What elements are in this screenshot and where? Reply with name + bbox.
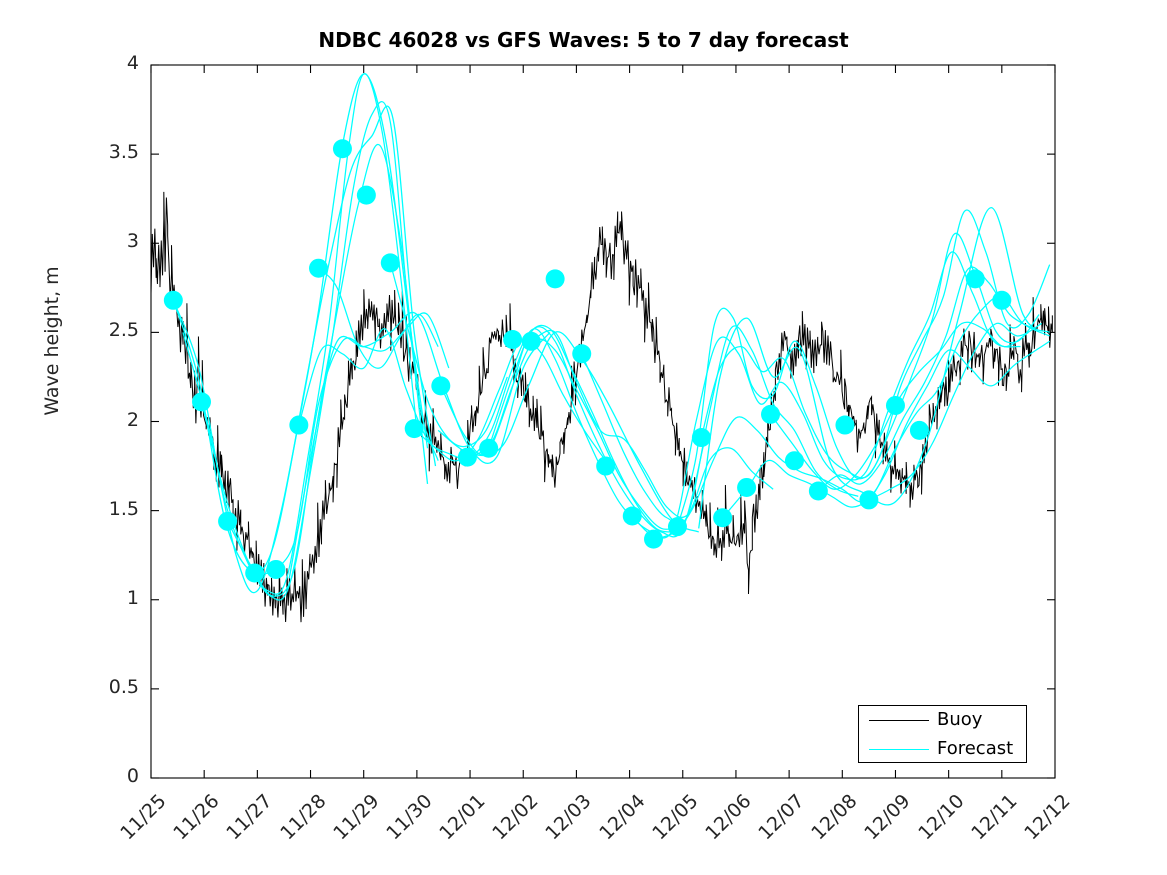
forecast-ensemble-line [817, 266, 1035, 492]
forecast-start-marker [965, 269, 985, 289]
forecast-series-line [172, 73, 429, 574]
marker-points-layer [163, 139, 1012, 583]
forecast-start-marker [332, 139, 352, 159]
forecast-start-marker [545, 269, 565, 289]
forecast-start-marker [808, 481, 828, 501]
forecast-start-marker [713, 508, 733, 528]
forecast-start-marker [737, 477, 757, 497]
forecast-start-marker [163, 290, 183, 310]
forecast-start-marker [218, 511, 238, 531]
forecast-start-marker [784, 451, 804, 471]
legend: Buoy Forecast [858, 705, 1027, 763]
y-tick-label: 0 [126, 765, 139, 787]
forecast-ensemble-line [467, 338, 683, 530]
y-tick-label: 0.5 [108, 675, 139, 698]
forecast-start-marker [992, 290, 1012, 310]
y-tick-label: 2 [126, 408, 139, 431]
forecast-start-marker [667, 517, 687, 537]
data-series-layer [150, 73, 1053, 623]
y-tick-label: 2.5 [108, 319, 139, 342]
legend-item-buoy: Buoy [859, 706, 1028, 735]
forecast-start-marker [289, 415, 309, 435]
y-tick-label: 1 [126, 586, 139, 609]
forecast-ensemble-line [700, 232, 1040, 479]
forecast-start-marker [885, 395, 905, 415]
y-tick-label: 3 [126, 230, 139, 253]
forecast-series-line [288, 311, 551, 579]
forecast-ensemble-line [631, 251, 1021, 539]
forecast-start-marker [691, 428, 711, 448]
forecast-start-marker [572, 344, 592, 364]
forecast-ensemble-line [254, 312, 450, 575]
forecast-start-marker [503, 330, 523, 349]
forecast-start-marker [761, 404, 781, 424]
forecast-ensemble-line [389, 262, 508, 448]
forecast-ensemble-line [653, 340, 1051, 540]
forecast-start-marker [245, 563, 265, 583]
line-swatch-cyan-icon [869, 749, 929, 750]
forecast-ensemble-line [298, 328, 662, 538]
chart-title: NDBC 46028 vs GFS Waves: 5 to 7 day fore… [318, 28, 849, 52]
forecast-start-marker [309, 258, 329, 278]
forecast-ensemble-line [318, 267, 439, 369]
forecast-ensemble-line [868, 322, 1043, 501]
forecast-ensemble-line [227, 143, 439, 597]
y-tick-label: 4 [126, 52, 139, 74]
forecast-start-marker [457, 447, 477, 467]
forecast-start-marker [479, 438, 499, 458]
forecast-ensemble-line [676, 209, 1051, 527]
forecast-start-marker [404, 419, 424, 439]
forecast-start-marker [266, 559, 286, 579]
forecast-start-marker [596, 456, 616, 476]
legend-label-forecast: Forecast [937, 738, 1014, 759]
forecast-start-marker [356, 185, 376, 205]
forecast-start-marker [859, 490, 879, 510]
forecast-start-marker [521, 331, 541, 351]
forecast-start-marker [835, 415, 855, 435]
line-swatch-black-icon [869, 720, 929, 721]
forecast-start-marker [380, 253, 400, 273]
axes-frame [150, 64, 1056, 779]
forecast-start-marker [644, 529, 664, 549]
forecast-start-marker [622, 506, 642, 526]
forecast-series-line [182, 105, 437, 594]
y-tick-label: 1.5 [108, 497, 139, 520]
forecast-start-marker [431, 376, 451, 396]
y-tick-label: 3.5 [108, 141, 139, 164]
buoy-series-line [150, 191, 1053, 623]
legend-label-buoy: Buoy [937, 709, 983, 730]
legend-item-forecast: Forecast [859, 735, 1028, 764]
forecast-ensemble-line [413, 338, 607, 462]
forecast-start-marker [192, 392, 212, 412]
forecast-start-marker [909, 420, 929, 440]
forecast-ensemble-line [530, 330, 774, 518]
forecast-ensemble-line [722, 295, 1050, 519]
